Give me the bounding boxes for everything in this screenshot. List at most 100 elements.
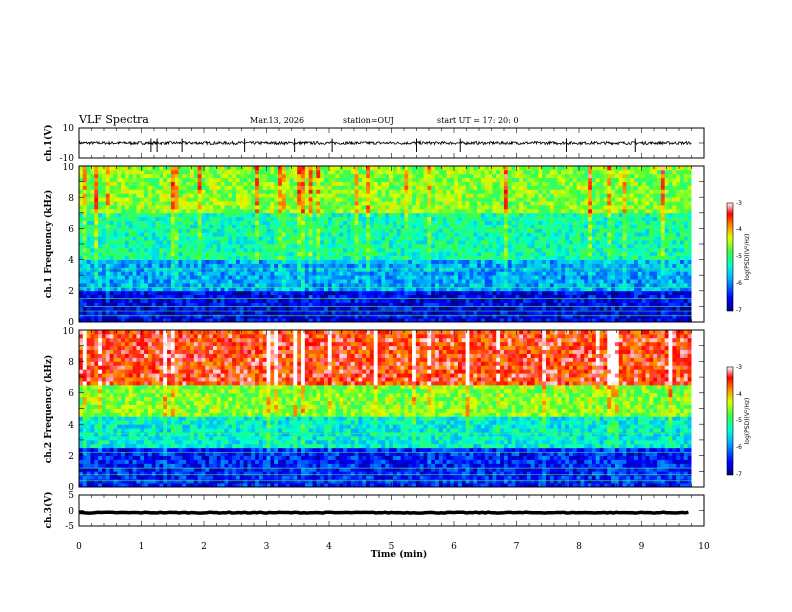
spectrogram-cell	[515, 208, 520, 214]
spectrogram-cell	[174, 232, 179, 237]
spectrogram-cell	[346, 255, 352, 260]
spectrogram-cell	[500, 240, 505, 245]
spectrogram-cell	[457, 216, 463, 221]
spectrogram-cell	[224, 306, 229, 311]
spectrogram-cell	[182, 286, 187, 292]
spectrogram-cell	[285, 197, 290, 202]
spectrogram-cell	[389, 279, 394, 284]
spectrogram-cell	[301, 197, 306, 202]
spectrogram-cell	[124, 232, 130, 237]
spectrogram-cell	[419, 251, 424, 257]
spectrogram-cell	[442, 263, 447, 268]
spectrogram-cell	[373, 232, 378, 237]
spectrogram-cell	[400, 212, 405, 218]
spectrogram-cell	[335, 197, 340, 202]
spectrogram-cell	[454, 290, 459, 296]
spectrogram-cell	[324, 185, 329, 190]
spectrogram-cell	[243, 318, 248, 323]
spectrogram-cell	[526, 298, 532, 303]
spectrogram-cell	[151, 185, 156, 190]
spectrogram-cell	[381, 244, 386, 249]
spectrogram-cell	[312, 240, 317, 245]
spectrogram-cell	[155, 283, 160, 288]
spectrogram-cell	[155, 247, 160, 253]
spectrogram-cell	[419, 208, 424, 214]
spectrogram-cell	[526, 189, 532, 194]
spectrogram-cell	[98, 318, 103, 323]
spectrogram-cell	[469, 173, 474, 179]
spectrogram-cell	[270, 181, 275, 186]
spectrogram-cell	[105, 294, 111, 299]
spectrogram-cell	[255, 286, 260, 292]
spectrogram-cell	[461, 177, 467, 182]
spectrogram-cell	[461, 166, 467, 171]
spectrogram-cell	[86, 283, 91, 288]
spectrogram-cell	[400, 208, 405, 214]
spectrogram-cell	[484, 279, 490, 284]
spectrogram-cell	[243, 286, 248, 292]
spectrogram-cell	[423, 189, 428, 194]
spectrogram-cell	[159, 247, 164, 253]
spectrogram-cell	[251, 290, 256, 296]
spectrogram-cell	[281, 314, 287, 319]
spectrogram-cell	[503, 208, 509, 214]
spectrogram-cell	[124, 201, 130, 206]
spectrogram-cell	[167, 205, 172, 210]
spectrogram-cell	[324, 283, 329, 288]
spectrogram-cell	[465, 166, 470, 171]
spectrogram-cell	[159, 255, 164, 260]
spectrogram-cell	[542, 263, 547, 268]
spectrogram-cell	[266, 275, 271, 280]
spectrogram-cell	[297, 310, 302, 315]
spectrogram-cell	[324, 236, 329, 241]
spectrogram-cell	[182, 314, 187, 319]
spectrogram-cell	[316, 177, 321, 182]
spectrogram-cell	[228, 290, 233, 296]
spectrogram-cell	[197, 232, 202, 237]
spectrogram-cell	[170, 298, 176, 303]
spectrogram-cell	[79, 189, 84, 194]
spectrogram-cell	[423, 228, 428, 233]
spectrogram-cell	[312, 275, 317, 280]
spectrogram-cell	[381, 193, 386, 198]
spectrogram-cell	[496, 224, 501, 229]
spectrogram-cell	[201, 240, 206, 245]
spectrogram-cell	[312, 216, 317, 221]
spectrogram-cell	[255, 279, 260, 284]
spectrogram-cell	[500, 208, 505, 214]
spectrogram-cell	[377, 205, 382, 210]
spectrogram-cell	[477, 306, 482, 311]
spectrogram-cell	[147, 298, 153, 303]
spectrogram-cell	[124, 267, 130, 272]
spectrogram-cell	[105, 181, 111, 186]
spectrogram-cell	[251, 193, 256, 198]
spectrogram-cell	[79, 259, 84, 264]
spectrogram-cell	[113, 251, 118, 257]
spectrogram-cell	[228, 193, 233, 198]
spectrogram-cell	[239, 193, 245, 198]
spectrogram-cell	[121, 286, 126, 292]
spectrogram-cell	[79, 169, 84, 175]
spectrogram-cell	[220, 173, 225, 179]
spectrogram-cell	[220, 259, 225, 264]
spectrogram-cell	[140, 290, 145, 296]
spectrogram-cell	[86, 244, 91, 249]
spectrogram-cell	[212, 271, 218, 276]
spectrogram-cell	[327, 279, 333, 284]
spectrogram-cell	[132, 294, 137, 299]
spectrogram-cell	[519, 169, 524, 175]
spectrogram-cell	[358, 267, 363, 272]
spectrogram-cell	[392, 169, 398, 175]
spectrogram-cell	[109, 181, 114, 186]
spectrogram-cell	[473, 220, 478, 225]
spectrogram-cell	[477, 279, 482, 284]
spectrogram-cell	[312, 201, 317, 206]
spectrogram-cell	[174, 220, 179, 225]
spectrogram-cell	[86, 216, 91, 221]
spectrogram-cell	[301, 318, 306, 323]
spectrogram-cell	[266, 298, 271, 303]
spectrogram-cell	[312, 302, 317, 307]
spectrogram-cell	[98, 173, 103, 179]
spectrogram-cell	[404, 298, 409, 303]
spectrogram-cell	[373, 228, 378, 233]
